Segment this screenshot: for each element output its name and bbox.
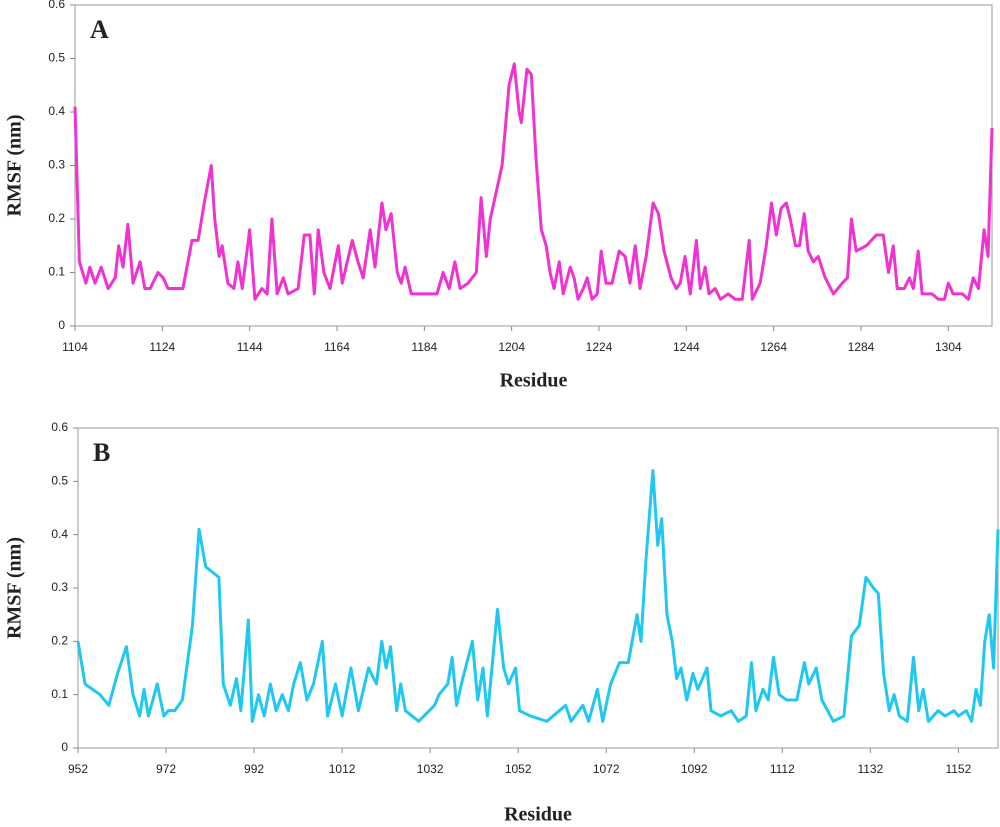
y-axis-label: RMSF (nm): [4, 114, 26, 216]
x-tick-label: 1164: [324, 340, 350, 354]
x-tick-label: 1092: [681, 762, 708, 776]
y-tick-label: 0.1: [48, 265, 65, 279]
x-tick-label: 1264: [760, 340, 787, 354]
x-axis-label: Residue: [504, 804, 572, 826]
plot-area: [77, 427, 999, 749]
x-tick-label: 1072: [593, 762, 620, 776]
annotation: A: [90, 15, 109, 44]
x-tick-label: 992: [244, 762, 264, 776]
x-tick-label: 1144: [237, 340, 263, 354]
annotation: B: [93, 438, 110, 467]
data-line: [76, 469, 1000, 723]
data-line: [73, 62, 994, 301]
y-tick-label: 0.1: [51, 687, 68, 701]
y-axis-label: RMSF (nm): [4, 537, 26, 639]
y-tick-label: 0.4: [48, 104, 65, 118]
x-tick-label: 1132: [857, 762, 883, 776]
x-tick-label: 1284: [848, 340, 875, 354]
y-tick-label: 0.2: [51, 634, 68, 648]
x-tick-label: 1224: [586, 340, 613, 354]
y-tick-label: 0.2: [48, 211, 65, 225]
y-tick-label: 0.3: [48, 158, 65, 172]
y-tick-label: 0.3: [51, 580, 68, 594]
x-tick-label: 1152: [945, 762, 971, 776]
x-tick-label: 972: [156, 762, 176, 776]
x-tick-label: 952: [68, 762, 88, 776]
y-tick-label: 0.5: [48, 51, 65, 65]
x-tick-label: 1104: [62, 340, 88, 354]
x-tick-label: 1124: [149, 340, 175, 354]
x-tick-label: 1052: [505, 762, 532, 776]
y-tick-label: 0.4: [51, 527, 68, 541]
y-tick-label: 0.5: [51, 474, 68, 488]
x-tick-label: 1184: [411, 340, 437, 354]
y-tick-label: 0.6: [48, 0, 65, 11]
y-tick-label: 0: [58, 318, 65, 332]
y-tick-label: 0: [61, 740, 68, 754]
x-tick-label: 1012: [329, 762, 356, 776]
x-tick-label: 1244: [673, 340, 700, 354]
x-tick-label: 1304: [935, 340, 962, 354]
y-tick-label: 0.6: [51, 420, 68, 434]
x-tick-label: 1112: [770, 762, 795, 776]
x-axis-label: Residue: [500, 370, 568, 392]
x-tick-label: 1032: [417, 762, 444, 776]
x-tick-label: 1204: [498, 340, 525, 354]
